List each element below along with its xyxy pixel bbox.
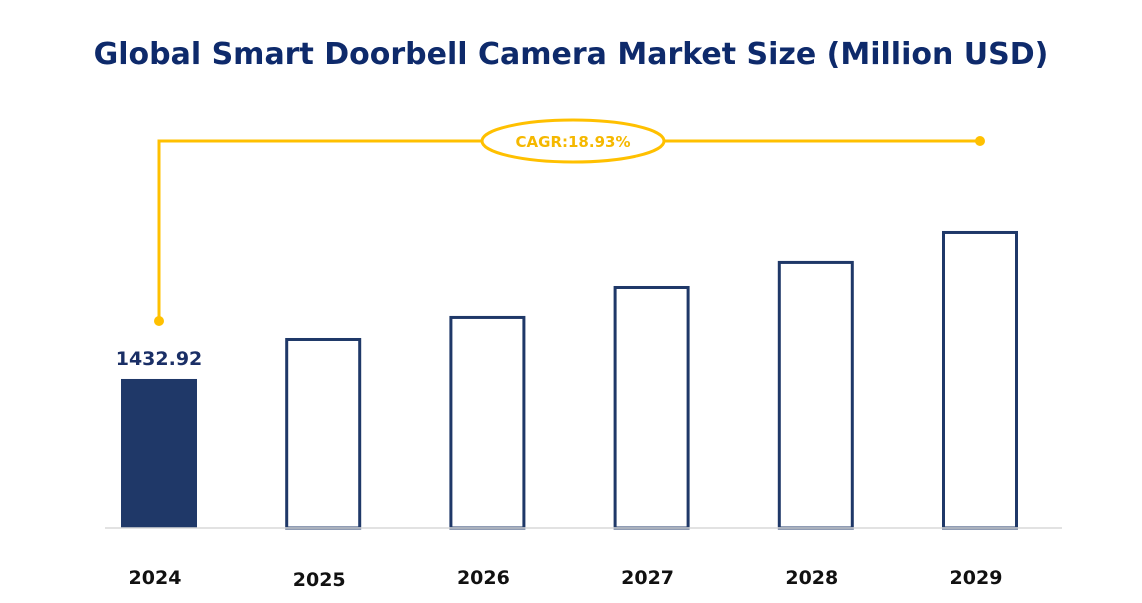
bar-2029: [942, 230, 1018, 530]
cagr-badge: [480, 118, 666, 164]
x-tick-label: 2024: [129, 567, 182, 589]
bar-2028: [777, 260, 854, 530]
bar-2027: [613, 285, 690, 530]
x-tick-label: 2026: [457, 567, 510, 589]
data-label-2024: 1432.92: [116, 348, 203, 370]
x-tick-label: 2028: [785, 567, 838, 589]
chart-title: Global Smart Doorbell Camera Market Size…: [94, 37, 1049, 72]
cagr-label: CAGR:18.93%: [516, 133, 631, 151]
cagr-annotation: CAGR:18.93%: [154, 118, 985, 326]
bar-2026: [449, 315, 526, 530]
cagr-connector-line: [157, 139, 980, 321]
x-tick-label: 2025: [293, 569, 346, 591]
x-tick-label: 2027: [621, 567, 674, 589]
bar-2025: [285, 337, 362, 530]
x-tick-label: 2029: [950, 567, 1003, 589]
cagr-start-dot: [154, 315, 164, 326]
cagr-end-dot: [975, 136, 985, 146]
bar-2024: [121, 378, 197, 528]
